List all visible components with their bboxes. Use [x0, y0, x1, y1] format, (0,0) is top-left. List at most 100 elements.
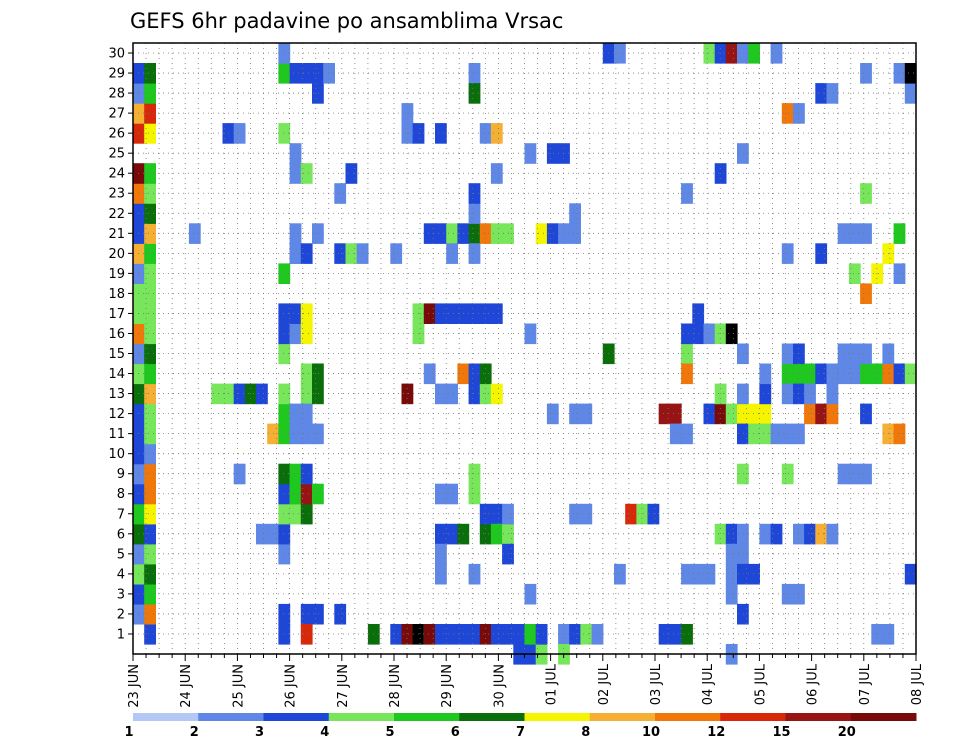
- heatmap-cell: [144, 563, 156, 585]
- heatmap-cell: [826, 363, 839, 385]
- heatmap-cell: [278, 423, 291, 445]
- heatmap-cell: [860, 463, 872, 485]
- heatmap-cell: [725, 543, 738, 565]
- colorbar-label: 15: [772, 725, 790, 740]
- y-axis: 1234567891011121314151617181920212223242…: [108, 47, 133, 642]
- heatmap-cell: [312, 423, 324, 445]
- heatmap-cell: [781, 363, 794, 385]
- heatmap-cell: [848, 343, 861, 365]
- y-tick-label: 18: [108, 287, 125, 302]
- heatmap-cell: [401, 624, 414, 645]
- heatmap-cell: [748, 563, 760, 585]
- heatmap-cell: [781, 583, 794, 605]
- y-tick-label: 14: [108, 367, 125, 382]
- heatmap-cell: [300, 503, 313, 525]
- heatmap-cell: [468, 223, 481, 244]
- heatmap-cell: [144, 343, 156, 365]
- heatmap-cell: [580, 503, 593, 525]
- x-tick-label: 30 JUN: [492, 664, 507, 708]
- heatmap-cell: [725, 43, 738, 64]
- colorbar-swatch: [524, 713, 591, 721]
- y-tick-label: 4: [117, 567, 125, 582]
- heatmap-cell: [289, 243, 302, 264]
- x-tick-label: 07 JUL: [858, 663, 873, 705]
- x-tick-label: 25 JUN: [231, 664, 246, 708]
- heatmap-cell: [278, 483, 291, 505]
- x-tick-label: 24 JUN: [179, 664, 194, 708]
- y-tick-label: 24: [108, 167, 125, 182]
- heatmap-cell: [781, 243, 794, 264]
- heatmap-cell: [737, 523, 749, 545]
- heatmap-cell: [860, 343, 872, 365]
- heatmap-cell: [737, 403, 749, 425]
- heatmap-cell: [300, 463, 313, 485]
- heatmap-cell: [614, 43, 626, 64]
- heatmap-cell: [188, 223, 201, 244]
- heatmap-cell: [669, 423, 682, 445]
- heatmap-cell: [144, 123, 156, 144]
- heatmap-cell: [300, 63, 313, 84]
- colorbar-label: 6: [451, 725, 460, 740]
- heatmap-cell: [569, 403, 581, 425]
- heatmap-cell: [144, 163, 156, 184]
- heatmap-cell: [703, 323, 716, 345]
- gridlines: [133, 43, 916, 654]
- heatmap-cell: [278, 43, 291, 64]
- heatmap-cell: [334, 243, 347, 264]
- heatmap-cell: [289, 503, 302, 525]
- heatmap-cell: [681, 363, 693, 385]
- heatmap-cell: [860, 363, 872, 385]
- heatmap-cell: [669, 624, 682, 645]
- heatmap-cell: [144, 403, 156, 425]
- y-tick-label: 3: [117, 587, 125, 602]
- heatmap-cell: [770, 43, 783, 64]
- heatmap-cell: [468, 563, 481, 585]
- heatmap-cell: [289, 163, 302, 184]
- y-tick-label: 8: [117, 487, 125, 502]
- heatmap-cell: [144, 83, 156, 104]
- heatmap-cell: [759, 423, 772, 445]
- heatmap-cell: [468, 383, 481, 405]
- heatmap-cell: [144, 183, 156, 204]
- heatmap-cell: [759, 523, 772, 545]
- heatmap-cell: [737, 543, 749, 565]
- heatmap-cell: [278, 543, 291, 565]
- heatmap-cell: [144, 603, 156, 625]
- heatmap-cell: [334, 183, 347, 204]
- heatmap-cell: [748, 43, 760, 64]
- x-tick-label: 27 JUN: [336, 664, 351, 708]
- heatmap-cell: [446, 624, 458, 645]
- heatmap-cell: [524, 143, 537, 164]
- y-tick-label: 27: [108, 107, 125, 122]
- heatmap-cell: [289, 223, 302, 244]
- x-tick-label: 03 JUL: [649, 663, 664, 705]
- colorbar-swatch: [394, 713, 460, 721]
- heatmap-cell: [580, 403, 593, 425]
- colorbar-label: 7: [516, 725, 525, 740]
- heatmap-cell: [144, 103, 156, 124]
- heatmap-cell: [300, 423, 313, 445]
- heatmap-cell: [468, 483, 481, 505]
- y-tick-label: 12: [108, 407, 125, 422]
- heatmap-cell: [278, 463, 291, 485]
- heatmap-cell: [211, 383, 224, 405]
- x-tick-label: 26 JUN: [284, 664, 299, 708]
- heatmap-cell: [781, 383, 794, 405]
- heatmap-cell: [435, 223, 447, 244]
- heatmap-cell: [278, 263, 291, 284]
- heatmap-cell: [770, 423, 783, 445]
- heatmap-cell: [435, 123, 447, 144]
- heatmap-cell: [468, 363, 481, 385]
- heatmap-cell: [569, 223, 581, 244]
- heatmap-cell: [815, 363, 828, 385]
- heatmap-cell: [446, 523, 458, 545]
- heatmap-cell: [737, 423, 749, 445]
- heatmap-cell: [490, 223, 503, 244]
- heatmap-cell: [681, 423, 693, 445]
- heatmap-cell: [860, 223, 872, 244]
- heatmap-cell: [468, 463, 481, 485]
- heatmap-cell: [490, 383, 503, 405]
- heatmap-cell: [860, 63, 872, 84]
- heatmap-cell: [781, 103, 794, 124]
- heatmap-cell: [681, 343, 693, 365]
